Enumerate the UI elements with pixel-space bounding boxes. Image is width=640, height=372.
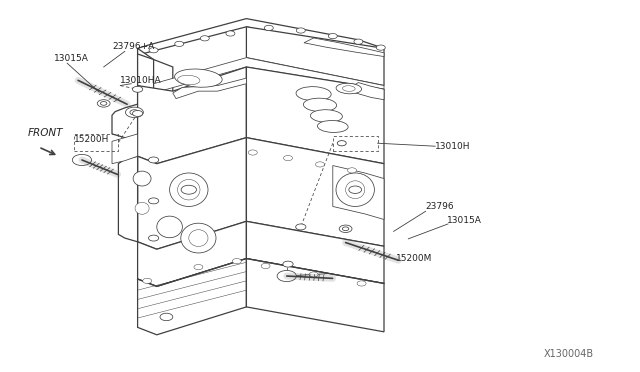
Circle shape [194, 264, 203, 270]
Ellipse shape [133, 171, 151, 186]
Polygon shape [138, 138, 246, 249]
Circle shape [97, 100, 110, 107]
Circle shape [357, 281, 366, 286]
Polygon shape [333, 166, 384, 219]
Polygon shape [138, 48, 173, 100]
Circle shape [349, 186, 362, 193]
Circle shape [296, 28, 305, 33]
Circle shape [328, 33, 337, 39]
Ellipse shape [178, 75, 200, 85]
Text: FRONT: FRONT [28, 128, 63, 138]
Circle shape [100, 102, 107, 105]
Text: 15200M: 15200M [396, 254, 432, 263]
Text: 23796+A: 23796+A [112, 42, 154, 51]
Circle shape [130, 110, 139, 115]
Polygon shape [173, 78, 246, 99]
Circle shape [226, 31, 235, 36]
Polygon shape [138, 221, 246, 286]
Circle shape [175, 41, 184, 46]
Polygon shape [246, 259, 384, 332]
Text: 23796: 23796 [426, 202, 454, 211]
Circle shape [261, 263, 270, 269]
Polygon shape [138, 58, 384, 93]
Polygon shape [118, 156, 138, 242]
Circle shape [232, 259, 241, 264]
Circle shape [149, 48, 158, 53]
Polygon shape [346, 83, 384, 100]
Circle shape [125, 107, 143, 118]
Polygon shape [246, 221, 384, 283]
Ellipse shape [181, 223, 216, 253]
Circle shape [181, 185, 196, 194]
Circle shape [148, 157, 159, 163]
Polygon shape [112, 54, 154, 140]
Ellipse shape [296, 87, 331, 101]
Circle shape [148, 235, 159, 241]
Polygon shape [138, 67, 246, 164]
Circle shape [264, 25, 273, 31]
Polygon shape [246, 27, 384, 86]
Polygon shape [246, 138, 384, 246]
Ellipse shape [175, 69, 222, 87]
Polygon shape [122, 9, 416, 350]
Polygon shape [246, 67, 384, 164]
Ellipse shape [189, 230, 208, 247]
Text: 13015A: 13015A [54, 54, 89, 63]
Circle shape [309, 272, 318, 277]
Ellipse shape [342, 86, 355, 92]
Circle shape [143, 278, 152, 283]
Ellipse shape [157, 216, 182, 238]
Ellipse shape [135, 202, 149, 214]
Ellipse shape [303, 98, 337, 112]
Text: 13010H: 13010H [435, 142, 470, 151]
Circle shape [132, 86, 143, 92]
Ellipse shape [310, 110, 342, 122]
Text: 15200H: 15200H [74, 135, 109, 144]
Ellipse shape [346, 181, 365, 199]
Circle shape [339, 225, 352, 232]
Circle shape [148, 198, 159, 204]
Polygon shape [138, 19, 384, 55]
Circle shape [348, 168, 356, 173]
Circle shape [248, 150, 257, 155]
Circle shape [316, 162, 324, 167]
Ellipse shape [336, 173, 374, 206]
Circle shape [132, 110, 143, 116]
Polygon shape [112, 134, 138, 164]
Polygon shape [304, 38, 384, 57]
Circle shape [354, 39, 363, 44]
Ellipse shape [170, 173, 208, 206]
Circle shape [337, 141, 346, 146]
Circle shape [72, 154, 92, 166]
Circle shape [296, 224, 306, 230]
Text: X130004B: X130004B [544, 349, 594, 359]
Circle shape [376, 45, 385, 50]
Polygon shape [138, 259, 246, 335]
Text: 13015A: 13015A [447, 216, 481, 225]
Circle shape [277, 270, 296, 282]
Circle shape [342, 227, 349, 231]
Circle shape [283, 261, 293, 267]
Ellipse shape [317, 121, 348, 132]
Circle shape [284, 155, 292, 161]
Ellipse shape [336, 83, 362, 94]
Circle shape [200, 36, 209, 41]
Circle shape [160, 313, 173, 321]
Ellipse shape [178, 179, 200, 200]
Text: 13010HA: 13010HA [120, 76, 162, 85]
